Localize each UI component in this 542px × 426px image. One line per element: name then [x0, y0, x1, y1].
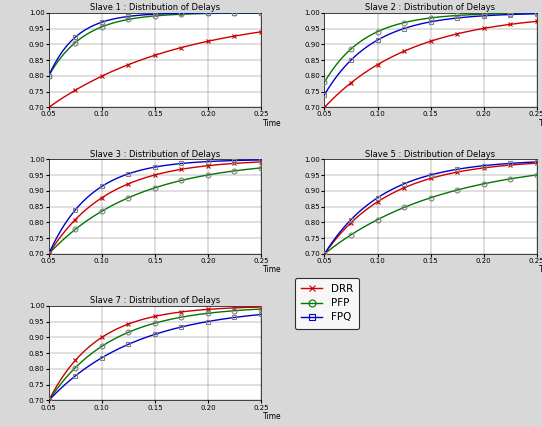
Text: Time: Time	[539, 119, 542, 128]
Title: Slave 2 : Distribution of Delays: Slave 2 : Distribution of Delays	[365, 3, 495, 12]
Text: Time: Time	[263, 265, 282, 274]
Title: Slave 5 : Distribution of Delays: Slave 5 : Distribution of Delays	[365, 150, 495, 158]
Text: Time: Time	[263, 119, 282, 128]
Text: Time: Time	[539, 265, 542, 274]
Title: Slave 3 : Distribution of Delays: Slave 3 : Distribution of Delays	[89, 150, 220, 158]
Legend: DRR, PFP, FPQ: DRR, PFP, FPQ	[295, 278, 359, 329]
Title: Slave 7 : Distribution of Delays: Slave 7 : Distribution of Delays	[89, 296, 220, 305]
Text: Time: Time	[263, 412, 282, 421]
Title: Slave 1 : Distribution of Delays: Slave 1 : Distribution of Delays	[90, 3, 220, 12]
